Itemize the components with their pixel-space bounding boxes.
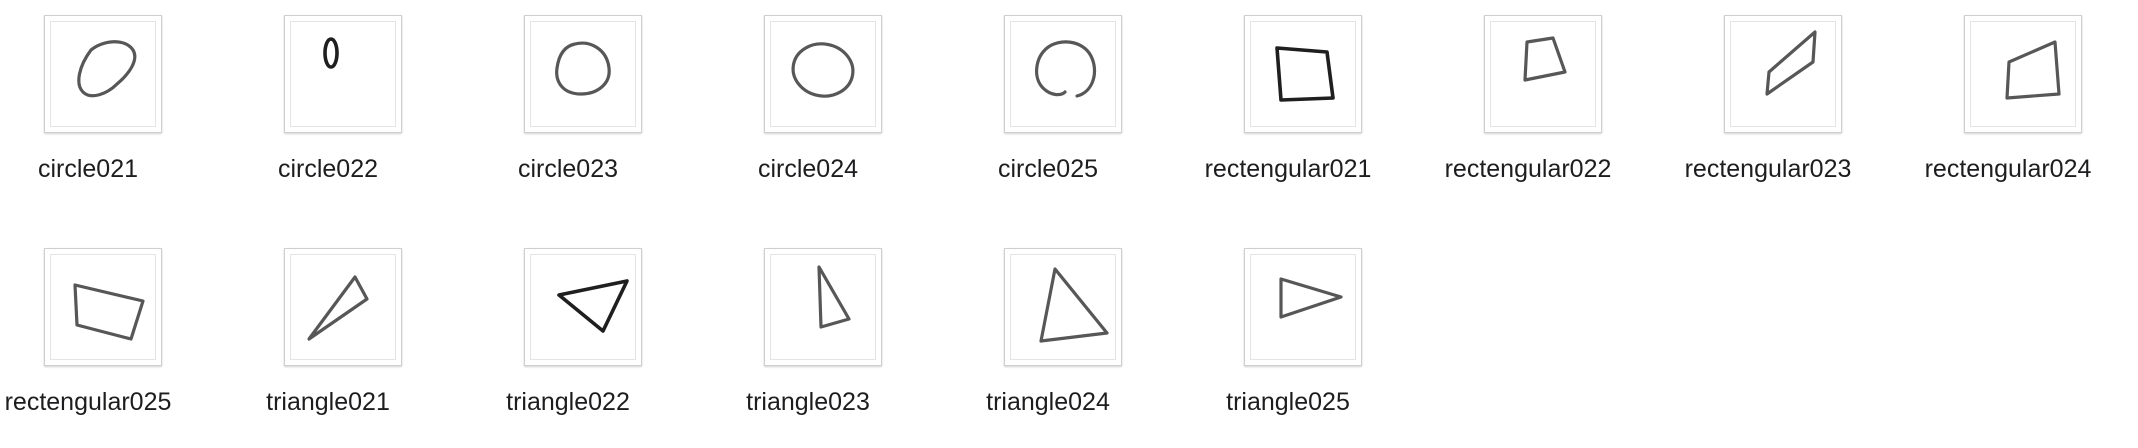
image-thumbnail[interactable]	[284, 248, 402, 366]
thumbnail-frame	[530, 254, 636, 360]
file-name: rectengular022	[1444, 155, 1612, 183]
file-item-triangle025[interactable]: triangle025	[1168, 233, 1408, 443]
thumbnail-frame	[1730, 21, 1836, 127]
file-name: rectengular023	[1684, 155, 1852, 183]
file-item-rectengular024[interactable]: rectengular024	[1888, 0, 2128, 210]
circle-drawing	[323, 37, 339, 69]
image-thumbnail[interactable]	[1964, 15, 2082, 133]
file-name: triangle021	[266, 388, 390, 416]
image-thumbnail[interactable]	[44, 15, 162, 133]
file-item-triangle022[interactable]: triangle022	[448, 233, 688, 443]
image-thumbnail[interactable]	[44, 248, 162, 366]
thumbnail-frame	[290, 254, 396, 360]
triangle-drawing	[557, 279, 629, 333]
thumbnail-frame	[1010, 21, 1116, 127]
image-thumbnail[interactable]	[284, 15, 402, 133]
file-name: circle022	[277, 155, 379, 183]
file-item-circle021[interactable]: circle021	[0, 0, 208, 210]
circle-drawing	[555, 41, 611, 96]
rectangle-drawing	[2005, 40, 2061, 100]
image-thumbnail[interactable]	[1004, 15, 1122, 133]
file-item-circle023[interactable]: circle023	[448, 0, 688, 210]
thumbnail-frame	[1250, 254, 1356, 360]
image-thumbnail[interactable]	[1724, 15, 1842, 133]
file-name: triangle024	[986, 388, 1110, 416]
thumbnail-frame	[50, 21, 156, 127]
thumbnail-frame	[1010, 254, 1116, 360]
file-name: rectengular021	[1204, 155, 1372, 183]
circle-drawing	[791, 42, 855, 98]
file-item-rectengular025[interactable]: rectengular025	[0, 233, 208, 443]
file-item-circle024[interactable]: circle024	[688, 0, 928, 210]
thumbnail-frame	[50, 254, 156, 360]
thumbnail-frame	[770, 21, 876, 127]
rectangle-drawing	[1275, 46, 1335, 102]
image-thumbnail[interactable]	[524, 15, 642, 133]
image-thumbnail[interactable]	[1484, 15, 1602, 133]
file-name: rectengular025	[4, 388, 172, 416]
image-thumbnail[interactable]	[1244, 248, 1362, 366]
file-item-circle022[interactable]: circle022	[208, 0, 448, 210]
file-item-rectengular022[interactable]: rectengular022	[1408, 0, 1648, 210]
thumbnail-frame	[770, 254, 876, 360]
image-thumbnail[interactable]	[1244, 15, 1362, 133]
triangle-drawing	[1279, 277, 1343, 319]
thumbnail-frame	[530, 21, 636, 127]
file-name: circle021	[37, 155, 139, 183]
file-name: triangle023	[746, 388, 870, 416]
file-name: circle024	[757, 155, 859, 183]
image-thumbnail[interactable]	[764, 248, 882, 366]
thumbnail-frame	[1250, 21, 1356, 127]
thumbnail-frame	[1490, 21, 1596, 127]
file-name: circle023	[517, 155, 619, 183]
circle-drawing	[77, 40, 137, 98]
file-item-triangle023[interactable]: triangle023	[688, 233, 928, 443]
rectangle-drawing	[73, 283, 145, 341]
circle-drawing	[1035, 40, 1097, 98]
file-item-triangle021[interactable]: triangle021	[208, 233, 448, 443]
file-item-circle025[interactable]: circle025	[928, 0, 1168, 210]
file-name: rectengular024	[1924, 155, 2092, 183]
image-thumbnail[interactable]	[764, 15, 882, 133]
file-item-triangle024[interactable]: triangle024	[928, 233, 1168, 443]
file-name: circle025	[997, 155, 1099, 183]
triangle-drawing	[307, 275, 369, 341]
file-item-rectengular023[interactable]: rectengular023	[1648, 0, 1888, 210]
file-name: triangle025	[1226, 388, 1350, 416]
rectangle-drawing	[1765, 30, 1817, 96]
image-thumbnail[interactable]	[1004, 248, 1122, 366]
triangle-drawing	[817, 265, 851, 329]
file-item-rectengular021[interactable]: rectengular021	[1168, 0, 1408, 210]
file-name: triangle022	[506, 388, 630, 416]
triangle-drawing	[1039, 267, 1109, 343]
image-thumbnail[interactable]	[524, 248, 642, 366]
rectangle-drawing	[1523, 36, 1567, 82]
thumbnail-frame	[290, 21, 396, 127]
thumbnail-frame	[1970, 21, 2076, 127]
